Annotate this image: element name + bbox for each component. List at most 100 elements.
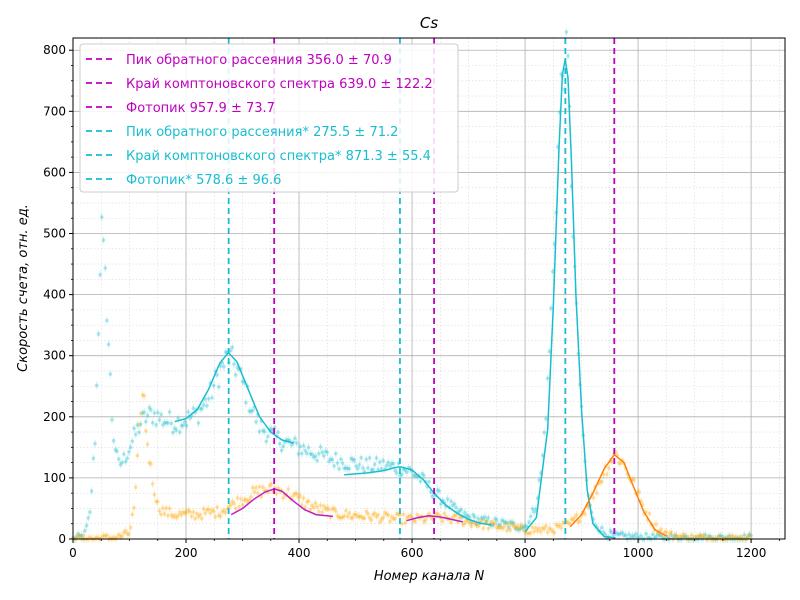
data-point (159, 412, 163, 417)
fit-curve-3 (230, 488, 333, 518)
data-point (508, 520, 513, 524)
data-point (549, 306, 553, 310)
data-point (386, 460, 391, 465)
data-point (339, 515, 343, 520)
fit-curve-0 (174, 351, 294, 444)
data-point (130, 439, 135, 443)
data-point (227, 505, 231, 509)
y-tick-label: 600 (43, 165, 66, 179)
data-point (222, 364, 226, 369)
data-point (108, 372, 113, 376)
data-point (505, 520, 509, 525)
data-point (327, 459, 331, 464)
data-point (734, 535, 738, 539)
data-point (269, 427, 274, 431)
data-point (483, 515, 487, 519)
data-point (389, 514, 394, 519)
data-point (454, 513, 458, 518)
data-point (442, 511, 447, 516)
data-point (452, 513, 457, 517)
data-point (632, 477, 636, 482)
data-point (103, 534, 108, 538)
series-0 (71, 28, 753, 543)
data-point (415, 512, 419, 517)
data-point (530, 525, 535, 530)
data-point (673, 534, 677, 538)
data-point (269, 482, 274, 486)
data-point (379, 517, 384, 522)
data-point (644, 531, 648, 536)
data-point (601, 530, 606, 535)
legend-label: Край комптоновского спектра* 871.3 ± 55.… (126, 149, 431, 164)
data-point (394, 471, 399, 475)
data-point (240, 503, 245, 507)
data-point (164, 506, 169, 510)
data-point (435, 488, 440, 492)
data-point (566, 54, 570, 58)
data-point (296, 495, 301, 500)
data-point (389, 461, 394, 466)
data-point (211, 383, 216, 388)
data-point (513, 526, 518, 530)
data-point (384, 512, 389, 516)
data-point (215, 373, 219, 377)
data-point (264, 439, 269, 444)
y-tick-label: 800 (43, 43, 66, 57)
data-point (123, 528, 128, 533)
data-point (105, 533, 109, 538)
data-point (493, 521, 497, 526)
data-point (137, 430, 141, 435)
x-tick-label: 1200 (736, 546, 767, 560)
data-point (547, 349, 552, 354)
data-point (696, 534, 701, 539)
data-point (128, 445, 133, 450)
data-point (627, 532, 631, 537)
data-point (549, 527, 553, 532)
data-point (515, 527, 519, 531)
data-point (610, 459, 614, 464)
data-point (471, 513, 475, 517)
data-point (359, 455, 363, 460)
data-point (210, 395, 214, 400)
data-point (437, 489, 441, 493)
data-point (144, 419, 148, 424)
data-point (137, 422, 141, 427)
data-point (401, 512, 406, 517)
data-point (149, 462, 153, 466)
data-point (681, 535, 686, 539)
data-point (250, 485, 255, 490)
y-tick-label: 500 (43, 227, 66, 241)
data-point (527, 520, 531, 524)
data-point (540, 526, 545, 530)
data-point (484, 519, 489, 523)
data-point (561, 521, 565, 525)
data-point (332, 464, 336, 468)
data-point (469, 520, 474, 525)
legend-label: Пик обратного рассеяния* 275.5 ± 71.2 (126, 125, 398, 140)
data-point (120, 534, 124, 539)
data-point (191, 406, 196, 410)
data-point (703, 532, 708, 537)
data-point (106, 342, 111, 347)
data-point (701, 533, 706, 537)
data-point (196, 515, 201, 519)
data-point (157, 418, 162, 422)
data-point (289, 443, 294, 447)
data-point (532, 529, 536, 534)
data-point (205, 508, 209, 512)
data-point (320, 450, 325, 455)
data-point (223, 510, 228, 515)
data-point (479, 518, 484, 522)
data-point (742, 532, 747, 537)
data-point (198, 512, 202, 517)
data-point (344, 508, 348, 513)
data-point (552, 530, 557, 535)
data-point (650, 532, 655, 537)
data-point (244, 497, 248, 502)
data-point (157, 509, 162, 513)
data-point (727, 533, 731, 538)
data-point (127, 532, 131, 536)
data-point (147, 461, 152, 465)
data-point (161, 506, 165, 510)
data-point (188, 510, 192, 514)
